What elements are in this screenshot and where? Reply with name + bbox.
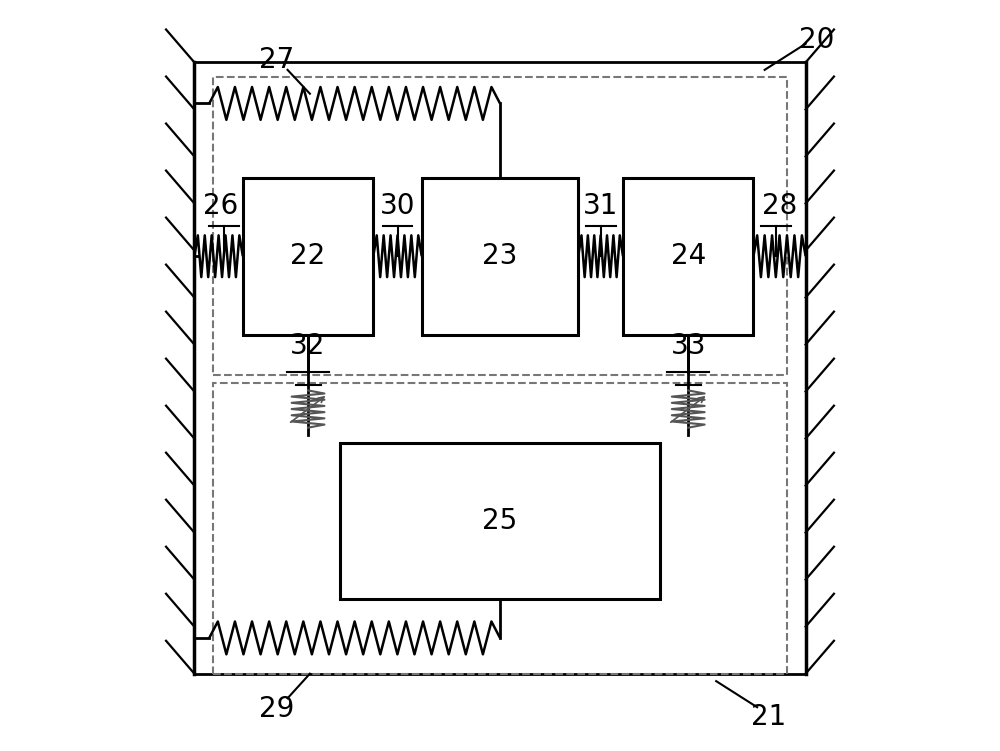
Bar — [213, 383, 787, 674]
Bar — [213, 77, 787, 376]
Text: 32: 32 — [290, 332, 326, 360]
Bar — [243, 178, 373, 334]
Bar — [340, 442, 660, 599]
Bar — [422, 178, 578, 334]
Text: 29: 29 — [259, 695, 294, 722]
Text: 26: 26 — [203, 192, 238, 219]
Bar — [623, 178, 753, 334]
Text: 33: 33 — [670, 332, 706, 360]
Text: 25: 25 — [482, 507, 518, 535]
Text: 20: 20 — [799, 26, 835, 54]
Text: 24: 24 — [671, 243, 706, 270]
Text: 27: 27 — [259, 46, 294, 74]
Text: 22: 22 — [290, 243, 326, 270]
Text: 21: 21 — [751, 703, 786, 731]
Text: 31: 31 — [583, 192, 618, 219]
Text: 30: 30 — [380, 192, 415, 219]
Text: 28: 28 — [762, 192, 797, 219]
Text: 23: 23 — [482, 243, 518, 270]
Bar — [194, 62, 806, 674]
